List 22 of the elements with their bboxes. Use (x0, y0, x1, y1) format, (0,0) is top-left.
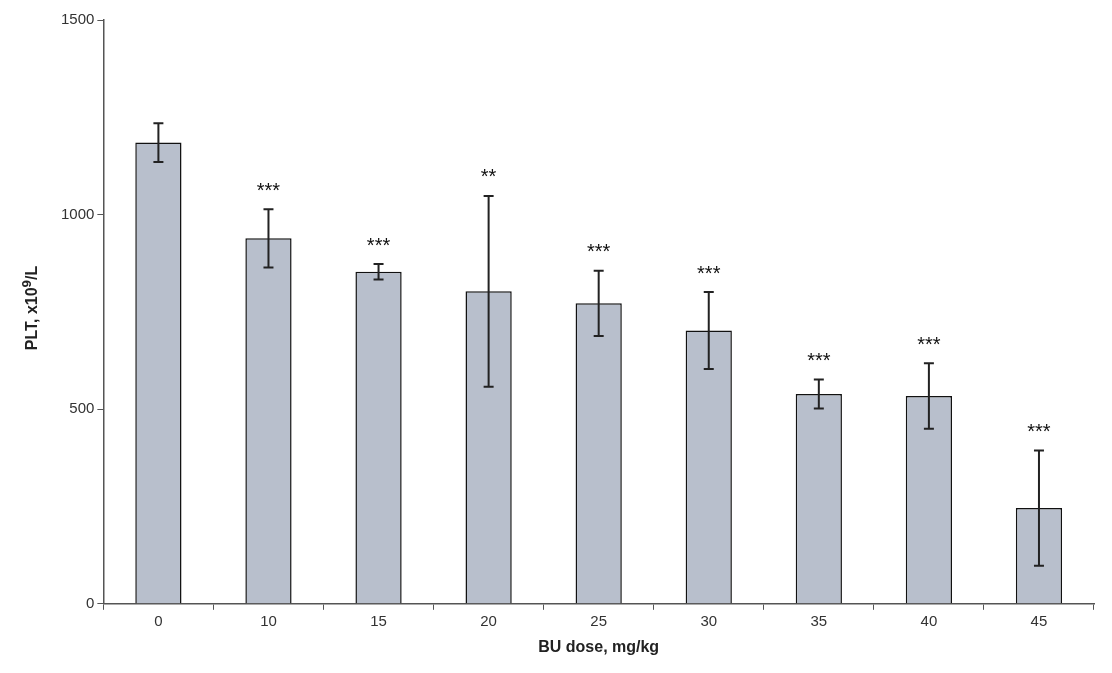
annotation: *** (917, 332, 941, 355)
x-tick-label: 40 (920, 611, 938, 629)
annotation: *** (807, 349, 831, 372)
y-tick-label: 1000 (60, 204, 95, 222)
annotation: *** (1027, 419, 1051, 442)
x-tick-label: 45 (1030, 611, 1048, 629)
x-axis-title: BU dose, mg/kg (538, 637, 660, 655)
annotation: *** (256, 178, 281, 201)
x-tick-label: 10 (260, 611, 277, 629)
y-tick-label: 500 (69, 399, 95, 417)
x-tick-label: 0 (154, 611, 163, 629)
x-tick-label: 20 (480, 611, 497, 629)
y-tick-label: 1500 (60, 10, 95, 28)
x-tick-label: 35 (810, 611, 828, 629)
annotation: *** (587, 240, 611, 263)
x-tick-label: 15 (370, 611, 387, 629)
annotation: ** (480, 165, 497, 188)
annotation: *** (697, 261, 721, 284)
y-tick-label: 0 (86, 593, 95, 611)
x-tick-label: 30 (700, 611, 718, 629)
x-tick-label: 25 (590, 611, 608, 629)
annotation: *** (366, 233, 391, 256)
